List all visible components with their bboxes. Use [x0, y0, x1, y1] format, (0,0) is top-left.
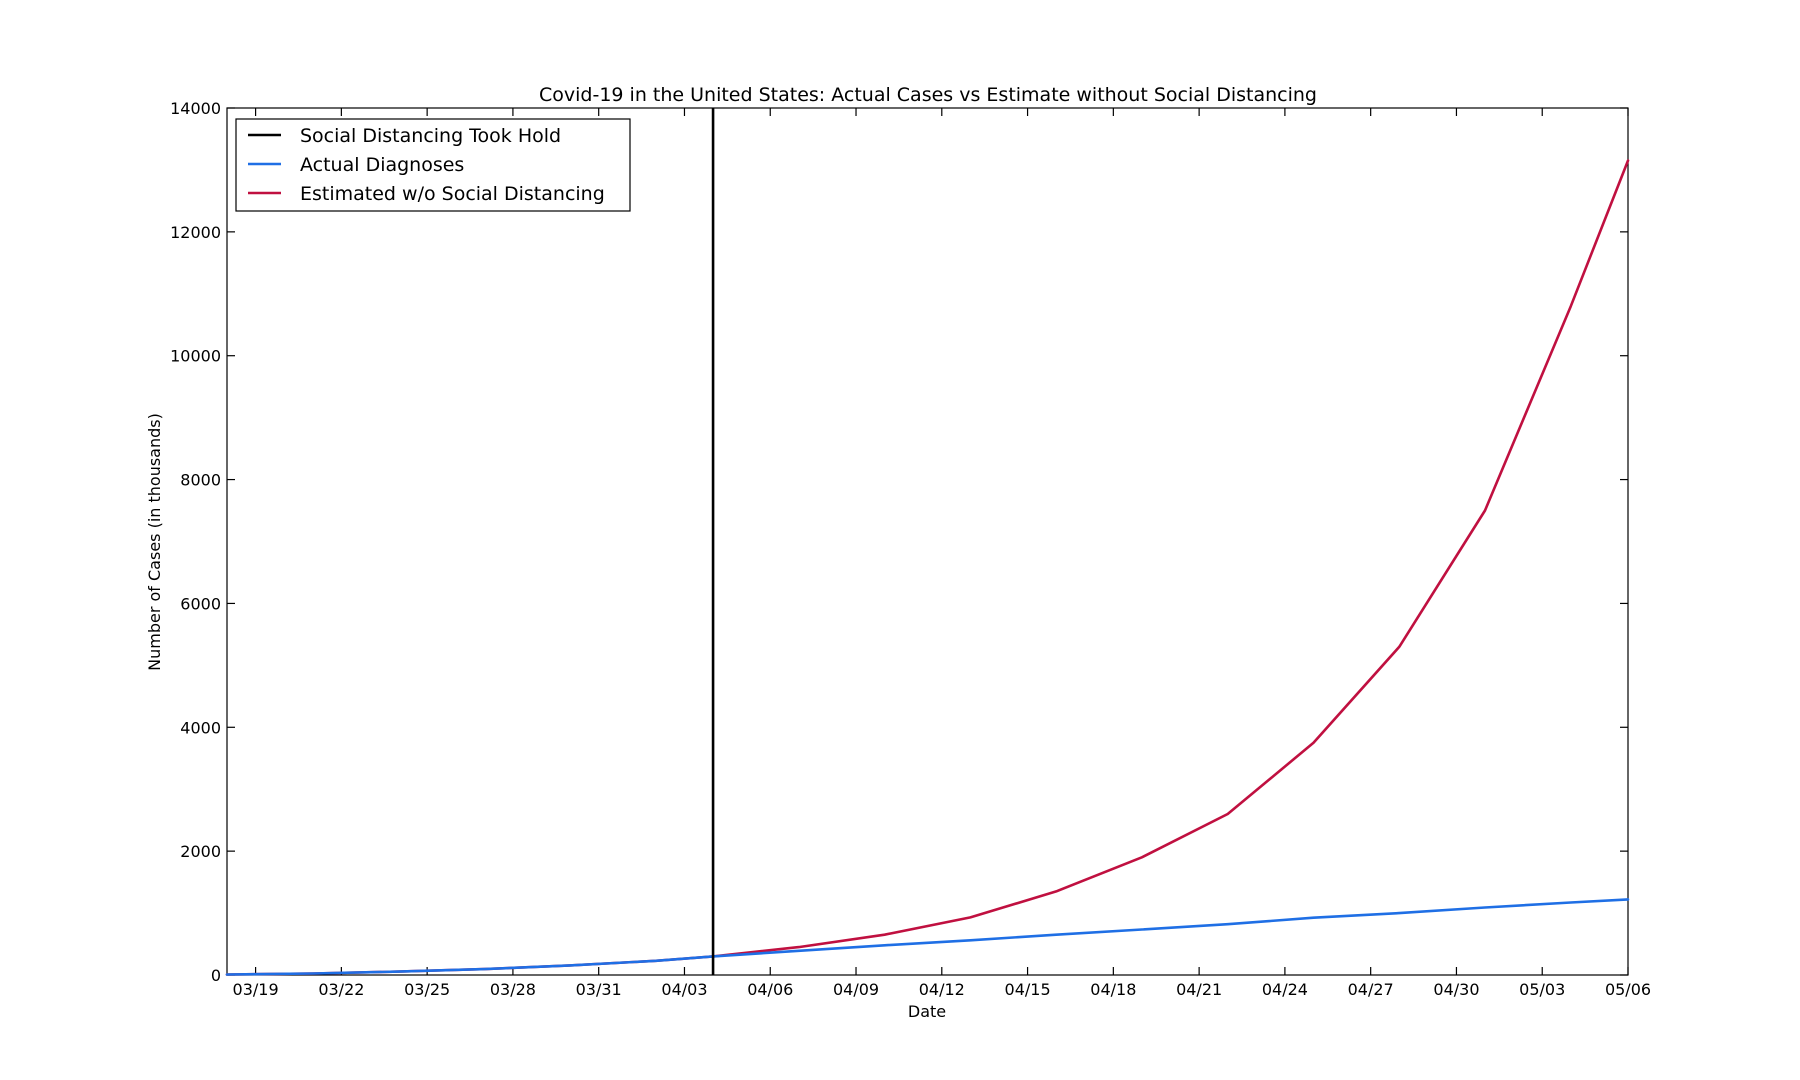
y-axis-label: Number of Cases (in thousands): [145, 413, 164, 671]
plot-frame: [226, 107, 1629, 976]
y-tick-label-1: 2000: [180, 842, 221, 861]
y-tick-label-4: 8000: [180, 471, 221, 490]
x-tick-label-5: 04/03: [661, 980, 707, 999]
chart-title: Covid-19 in the United States: Actual Ca…: [539, 84, 1317, 106]
x-ticks: 03/19 03/22 03/25 03/28 03/31 04/03 04/06 04/09…: [233, 108, 1651, 999]
x-tick-label-3: 03/28: [490, 980, 536, 999]
x-tick-label-11: 04/21: [1176, 980, 1222, 999]
legend: Social Distancing Took Hold Actual Diagn…: [235, 118, 631, 212]
x-tick-label-9: 04/15: [1005, 980, 1051, 999]
x-tick-label-0: 03/19: [233, 980, 279, 999]
legend-label-actual: Actual Diagnoses: [300, 154, 464, 176]
series-layer: [225, 108, 1630, 976]
legend-frame: [235, 118, 631, 212]
x-tick-label-16: 05/06: [1605, 980, 1651, 999]
y-tick-label-0: 0: [211, 966, 221, 985]
y-tick-label-3: 6000: [180, 594, 221, 613]
legend-label-estimated: Estimated w/o Social Distancing: [300, 183, 605, 205]
x-tick-label-10: 04/18: [1090, 980, 1136, 999]
y-tick-label-5: 10000: [170, 347, 221, 366]
series-line-0: [225, 898, 1630, 976]
x-axis-label: Date: [908, 1002, 946, 1021]
x-tick-label-14: 04/30: [1433, 980, 1479, 999]
x-tick-label-12: 04/24: [1262, 980, 1308, 999]
x-tick-label-15: 05/03: [1519, 980, 1565, 999]
y-ticks: 0 2000 4000 6000 8000 10000 12000 14000: [170, 99, 1628, 985]
x-tick-label-7: 04/09: [833, 980, 879, 999]
legend-label-vline: Social Distancing Took Hold: [300, 125, 561, 147]
x-tick-label-13: 04/27: [1348, 980, 1394, 999]
x-tick-label-4: 03/31: [576, 980, 622, 999]
y-tick-label-6: 12000: [170, 223, 221, 242]
x-tick-label-8: 04/12: [919, 980, 965, 999]
y-tick-label-7: 14000: [170, 99, 221, 118]
x-tick-label-6: 04/06: [747, 980, 793, 999]
x-tick-label-1: 03/22: [318, 980, 364, 999]
x-tick-label-2: 03/25: [404, 980, 450, 999]
y-tick-label-2: 4000: [180, 718, 221, 737]
